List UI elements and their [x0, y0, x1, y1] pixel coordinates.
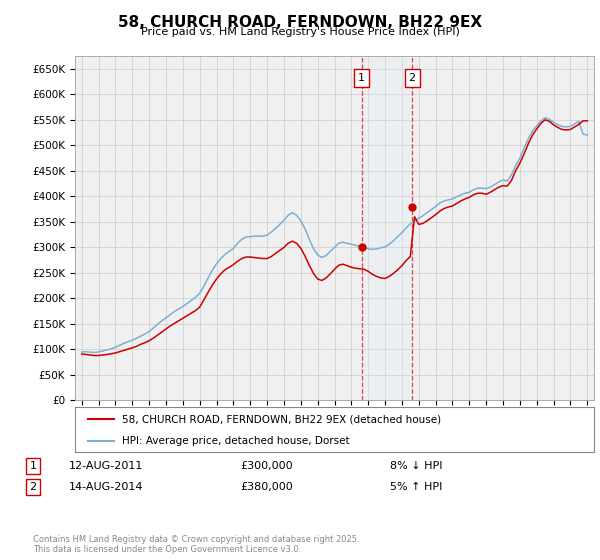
Text: 14-AUG-2014: 14-AUG-2014: [69, 482, 143, 492]
Text: Price paid vs. HM Land Registry's House Price Index (HPI): Price paid vs. HM Land Registry's House …: [140, 27, 460, 37]
Text: 12-AUG-2011: 12-AUG-2011: [69, 461, 143, 471]
Text: 5% ↑ HPI: 5% ↑ HPI: [390, 482, 442, 492]
Text: £380,000: £380,000: [240, 482, 293, 492]
Text: 1: 1: [29, 461, 37, 471]
Text: Contains HM Land Registry data © Crown copyright and database right 2025.
This d: Contains HM Land Registry data © Crown c…: [33, 535, 359, 554]
Text: 2: 2: [29, 482, 37, 492]
Text: 2: 2: [409, 73, 416, 83]
Text: 58, CHURCH ROAD, FERNDOWN, BH22 9EX: 58, CHURCH ROAD, FERNDOWN, BH22 9EX: [118, 15, 482, 30]
Bar: [362, 56, 412, 400]
Text: 1: 1: [358, 73, 365, 83]
Text: £300,000: £300,000: [240, 461, 293, 471]
Text: 8% ↓ HPI: 8% ↓ HPI: [390, 461, 443, 471]
Text: HPI: Average price, detached house, Dorset: HPI: Average price, detached house, Dors…: [122, 436, 349, 446]
Text: 58, CHURCH ROAD, FERNDOWN, BH22 9EX (detached house): 58, CHURCH ROAD, FERNDOWN, BH22 9EX (det…: [122, 414, 441, 424]
